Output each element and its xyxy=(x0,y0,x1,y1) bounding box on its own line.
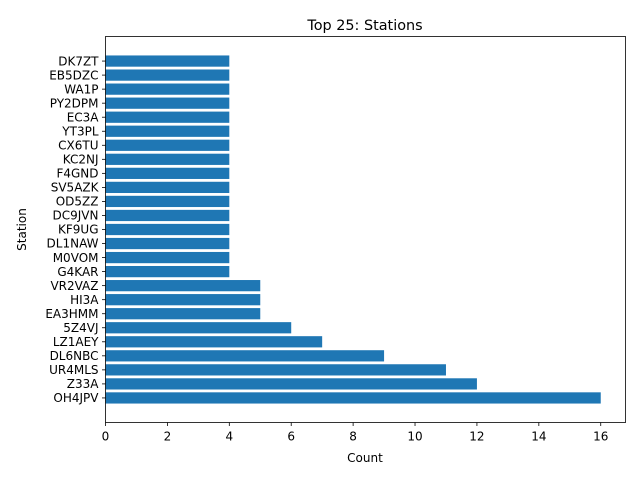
bar-5z4vj xyxy=(105,322,292,334)
y-tick-label: EA3HMM xyxy=(45,307,98,321)
y-tick-label: DL6NBC xyxy=(50,349,99,363)
y-tick-label: LZ1AEY xyxy=(53,335,99,349)
y-tick-label: SV5AZK xyxy=(51,181,100,195)
bar-g4kar xyxy=(105,265,230,278)
y-tick-label: OD5ZZ xyxy=(56,195,99,209)
y-tick-label: DL1NAW xyxy=(47,237,99,251)
y-tick-label: G4KAR xyxy=(57,265,98,279)
y-tick-label: M0VOM xyxy=(53,251,99,265)
chart-title: Top 25: Stations xyxy=(306,18,422,34)
bar-dc9jvn xyxy=(105,209,230,222)
y-tick-label: OH4JPV xyxy=(53,391,99,405)
x-tick-label: 16 xyxy=(593,430,608,444)
bar-ea3hmm xyxy=(105,308,261,320)
bar-hi3a xyxy=(105,294,261,306)
x-tick-label: 0 xyxy=(102,430,110,444)
y-tick-label: VR2VAZ xyxy=(50,279,98,293)
bar-dk7zt xyxy=(105,55,230,67)
x-tick-label: 4 xyxy=(225,430,233,444)
bar-oh4jpv xyxy=(105,392,601,404)
bar-yt3pl xyxy=(105,125,230,137)
bar-lz1aey xyxy=(105,336,323,348)
x-tick-label: 2 xyxy=(164,430,172,444)
bar-ec3a xyxy=(105,111,230,123)
bar-cx6tu xyxy=(105,139,230,151)
y-tick-label: HI3A xyxy=(70,293,99,307)
bar-vr2vaz xyxy=(105,280,261,292)
y-tick-label: EB5DZC xyxy=(49,68,98,82)
y-tick-label: PY2DPM xyxy=(50,96,99,110)
bar-eb5dzc xyxy=(105,69,230,81)
bar-py2dpm xyxy=(105,97,230,109)
x-tick-label: 10 xyxy=(407,430,422,444)
y-tick-label: YT3PL xyxy=(61,124,99,138)
x-tick-label: 12 xyxy=(469,430,484,444)
bar-dl1naw xyxy=(105,237,230,250)
x-tick-label: 8 xyxy=(349,430,357,444)
y-tick-label: KC2NJ xyxy=(63,153,99,167)
y-tick-label: WA1P xyxy=(64,82,98,96)
bar-od5zz xyxy=(105,195,230,208)
y-tick-label: 5Z4VJ xyxy=(63,321,98,335)
y-axis-label: Station xyxy=(15,208,29,251)
y-tick-label: F4GND xyxy=(56,167,98,181)
bar-wa1p xyxy=(105,83,230,95)
x-tick-label: 6 xyxy=(287,430,295,444)
y-tick-label: KF9UG xyxy=(58,223,99,237)
bar-kf9ug xyxy=(105,223,230,236)
bar-m0vom xyxy=(105,251,230,264)
y-tick-label: Z33A xyxy=(67,377,99,391)
bars-group xyxy=(105,55,601,404)
x-tick-label: 14 xyxy=(531,430,546,444)
y-tick-label: DK7ZT xyxy=(58,54,99,68)
y-tick-label: CX6TU xyxy=(58,138,98,152)
x-axis-label: Count xyxy=(347,451,383,465)
bar-sv5azk xyxy=(105,181,230,194)
y-tick-label: UR4MLS xyxy=(49,363,98,377)
y-tick-label: EC3A xyxy=(67,110,100,124)
bar-f4gnd xyxy=(105,167,230,179)
x-axis-ticks: 0 2 4 6 8 10 12 14 16 xyxy=(102,422,608,444)
bar-kc2nj xyxy=(105,153,230,165)
bar-z33a xyxy=(105,378,477,390)
plot-frame xyxy=(105,36,626,423)
y-axis-ticks: OH4JPVZ33AUR4MLSDL6NBCLZ1AEY5Z4VJEA3HMMH… xyxy=(45,54,106,405)
bar-ur4mls xyxy=(105,364,446,376)
bar-dl6nbc xyxy=(105,350,385,362)
y-tick-label: DC9JVN xyxy=(53,209,99,223)
